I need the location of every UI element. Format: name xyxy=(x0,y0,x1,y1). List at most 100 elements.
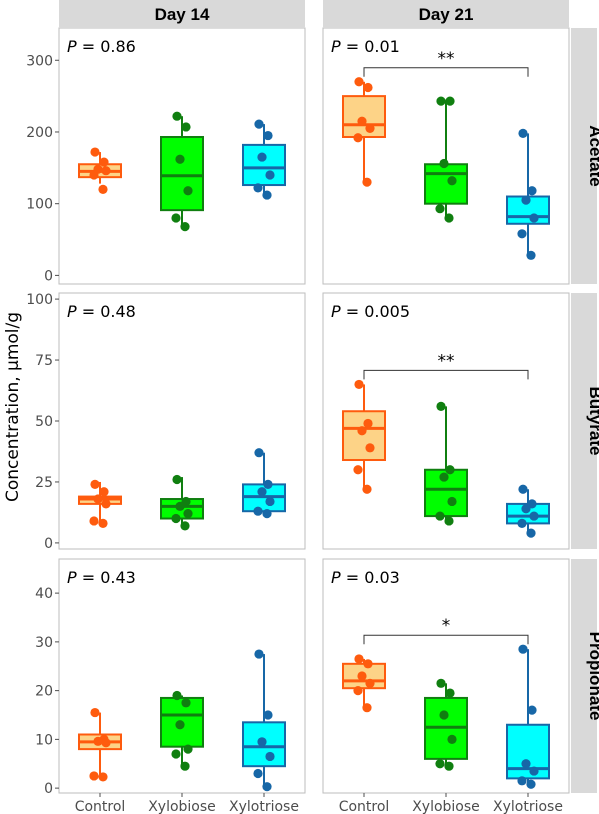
box-iqr xyxy=(424,163,468,205)
data-point xyxy=(435,511,445,521)
data-point xyxy=(439,472,449,482)
box-xylobiose xyxy=(160,111,204,232)
box-control xyxy=(78,479,122,529)
data-point xyxy=(265,170,275,180)
data-point xyxy=(526,779,536,789)
data-point xyxy=(521,759,531,769)
data-point xyxy=(445,96,455,106)
data-point xyxy=(354,77,364,87)
x-tick-label: Control xyxy=(339,799,390,814)
bracket-line xyxy=(363,67,529,77)
data-point xyxy=(353,133,363,143)
data-point xyxy=(526,528,536,538)
box-iqr xyxy=(242,143,286,187)
data-point xyxy=(445,688,455,698)
x-tick-label: Xylotriose xyxy=(493,799,563,814)
data-point xyxy=(363,82,373,93)
box-xylotriose xyxy=(242,649,286,792)
data-point xyxy=(435,204,445,214)
data-point xyxy=(526,250,536,260)
column-strip-day-21 xyxy=(323,0,569,28)
p-value-label: P = 0.03 xyxy=(331,568,400,587)
box-control xyxy=(78,147,122,194)
significance-label: * xyxy=(442,616,451,636)
row-strip-label-acetate: Acetate xyxy=(586,125,599,186)
p-value-label: P = 0.005 xyxy=(331,302,410,321)
data-point xyxy=(521,195,531,205)
box-control xyxy=(342,654,386,713)
box-xylotriose xyxy=(242,119,286,200)
box-control xyxy=(342,77,386,187)
data-point xyxy=(93,736,103,746)
panel-propionate-day-14: P = 0.43 xyxy=(58,558,306,794)
panel-propionate-day-21: P = 0.03 * xyxy=(322,558,570,794)
box-xylotriose xyxy=(242,448,286,519)
data-point xyxy=(257,152,267,162)
data-point xyxy=(362,177,372,187)
data-point xyxy=(181,698,191,708)
row-strip-acetate xyxy=(571,28,597,284)
data-point xyxy=(527,705,537,715)
data-point xyxy=(257,487,267,497)
data-point xyxy=(362,703,372,713)
data-point xyxy=(357,116,367,126)
data-point xyxy=(175,720,185,730)
data-point xyxy=(447,734,457,744)
data-point xyxy=(90,479,100,489)
data-point xyxy=(98,184,108,194)
data-point xyxy=(183,509,193,519)
data-point xyxy=(435,759,445,769)
box-control xyxy=(342,379,386,494)
data-point xyxy=(183,744,193,754)
data-point xyxy=(253,768,263,779)
box-control xyxy=(78,707,122,782)
y-tick-label: 25 xyxy=(35,475,53,491)
row-strip-label-propionate: Propionate xyxy=(586,632,599,721)
box-iqr xyxy=(342,410,386,462)
data-point xyxy=(89,771,99,781)
data-point xyxy=(445,465,455,475)
data-point xyxy=(89,170,99,180)
data-point xyxy=(93,494,103,504)
data-point xyxy=(354,379,364,390)
box-iqr xyxy=(506,723,550,780)
p-value-label: P = 0.48 xyxy=(67,302,136,321)
data-point xyxy=(444,516,454,526)
data-point xyxy=(436,401,446,411)
box-xylotriose xyxy=(506,484,550,538)
x-tick-label: Xylobiose xyxy=(412,799,480,814)
y-tick-label: 100 xyxy=(26,292,53,308)
data-point xyxy=(172,690,182,701)
data-point xyxy=(262,509,272,519)
box-xylotriose xyxy=(506,644,550,789)
data-point xyxy=(529,511,539,521)
data-point xyxy=(98,518,108,529)
x-tick-label: Control xyxy=(75,799,126,814)
significance-bracket: * xyxy=(363,616,529,645)
data-point xyxy=(172,474,182,485)
bracket-line xyxy=(363,634,529,645)
data-point xyxy=(529,766,539,776)
data-point xyxy=(436,96,446,106)
y-tick-label: 50 xyxy=(35,414,53,430)
data-point xyxy=(529,213,539,223)
data-point xyxy=(180,222,190,232)
data-point xyxy=(353,465,363,475)
data-point xyxy=(175,501,185,511)
x-tick-label: Xylotriose xyxy=(229,799,299,814)
y-tick-label: 0 xyxy=(44,536,53,552)
data-point xyxy=(354,654,364,664)
data-point xyxy=(357,671,367,681)
data-point xyxy=(265,751,275,762)
panel-acetate-day-21: P = 0.01 ** xyxy=(322,27,570,285)
significance-bracket: ** xyxy=(363,351,529,380)
data-point xyxy=(101,166,111,176)
data-point xyxy=(262,190,272,200)
data-point xyxy=(447,496,457,507)
y-axis-label: Concentration, μmol/g xyxy=(3,312,23,502)
data-point xyxy=(263,479,273,489)
data-point xyxy=(518,484,528,494)
data-point xyxy=(253,183,263,193)
data-point xyxy=(439,710,449,720)
significance-label: ** xyxy=(438,351,455,371)
